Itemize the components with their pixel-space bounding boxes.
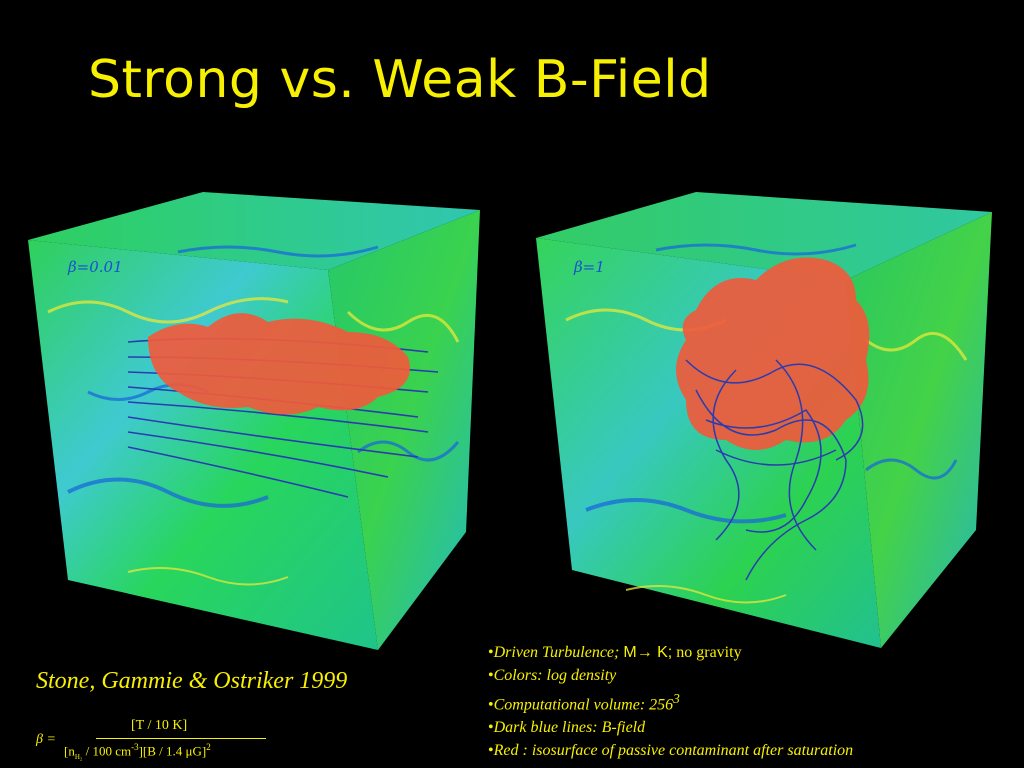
bullet-symbol: M→ K; <box>623 644 673 661</box>
bullet-marker: • <box>488 719 494 737</box>
right-field-lines <box>685 359 864 581</box>
bullet-text: Computational volume: 256 <box>493 696 674 714</box>
left-cube-visualization: β=0.01 <box>28 192 480 650</box>
den-superscript-2: 2 <box>206 742 211 752</box>
formula-lhs: β = <box>36 732 56 747</box>
beta-formula: β = [T / 10 K] [nH₂ / 100 cm-3][B / 1.4 … <box>36 718 276 766</box>
bullet-marker: • <box>488 742 494 760</box>
den-part-2: / 100 cm <box>82 743 132 759</box>
citation: Stone, Gammie & Ostriker 1999 <box>36 668 348 694</box>
den-part-1: [n <box>64 743 75 759</box>
bullet-item: •Dark blue lines: B-field <box>488 716 1018 739</box>
bullet-marker: • <box>488 667 494 684</box>
bullet-text: Driven Turbulence; <box>493 644 624 661</box>
bullet-item: •Colors: log density <box>488 664 1018 687</box>
right-cube-top-face <box>536 192 992 280</box>
den-subscript: H₂ <box>74 752 83 761</box>
bullet-text: Red : isosurface of passive contaminant … <box>493 742 854 760</box>
right-isosurface <box>676 257 870 450</box>
bullet-superscript: 3 <box>673 691 680 706</box>
bullet-marker: • <box>488 644 494 661</box>
bullet-marker: • <box>488 696 494 714</box>
den-superscript-1: -3 <box>131 742 139 752</box>
formula-numerator: [T / 10 K] <box>131 718 188 733</box>
bullet-item: •Red : isosurface of passive contaminant… <box>488 739 1018 762</box>
right-beta-label: β=1 <box>573 258 605 276</box>
left-isosurface <box>148 313 410 415</box>
den-part-3: ][B / 1.4 μG] <box>138 743 207 759</box>
bullet-list: •Driven Turbulence; M→ K; no gravity •Co… <box>488 641 1018 762</box>
bullet-item: •Driven Turbulence; M→ K; no gravity <box>488 641 1018 664</box>
slide-title: Strong vs. Weak B-Field <box>88 50 712 110</box>
right-cube-visualization: β=1 <box>536 192 992 648</box>
bullet-suffix: no gravity <box>672 644 742 661</box>
bullet-text: Dark blue lines: B-field <box>493 719 646 737</box>
left-beta-label: β=0.01 <box>67 258 123 276</box>
right-cube-side-face <box>846 212 992 648</box>
bullet-item: •Computational volume: 2563 <box>488 687 1018 716</box>
formula-denominator: [nH₂ / 100 cm-3][B / 1.4 μG]2 <box>64 742 211 761</box>
bullet-text: Colors: log density <box>493 667 617 684</box>
fraction-bar <box>96 738 266 739</box>
